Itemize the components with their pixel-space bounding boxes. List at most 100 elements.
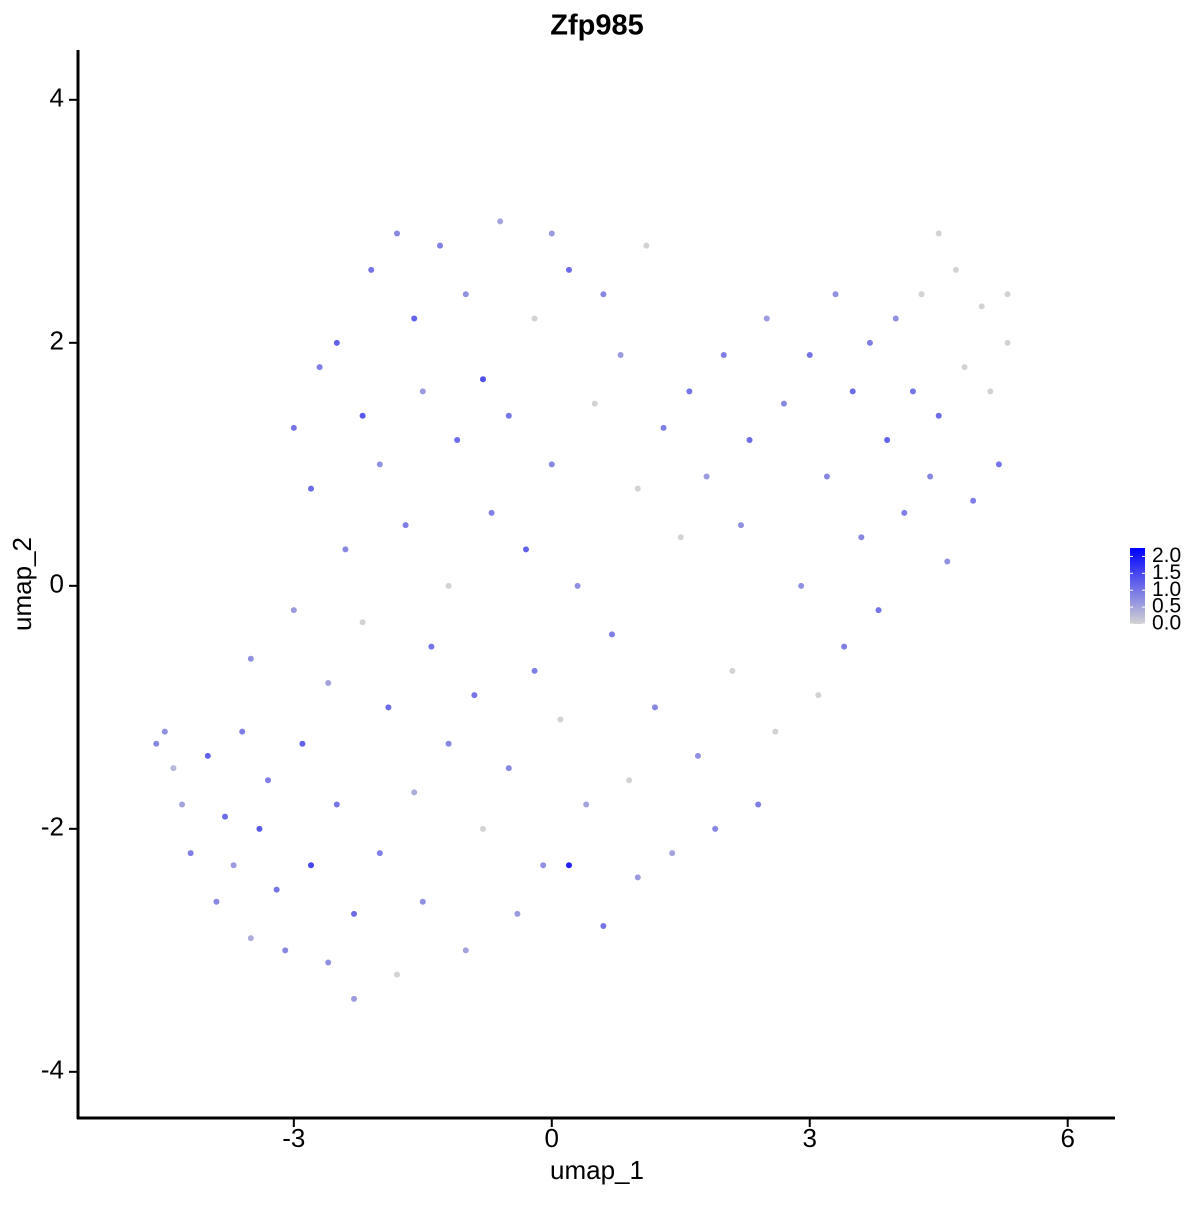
colorbar xyxy=(1130,548,1145,624)
cell-point xyxy=(995,461,1002,468)
cell-point xyxy=(927,473,934,480)
y-tick-label: 4 xyxy=(50,83,64,113)
cell-point xyxy=(634,485,641,492)
cell-point xyxy=(712,825,719,832)
cell-point xyxy=(892,315,899,322)
cell-point xyxy=(746,437,753,444)
cell-point xyxy=(497,218,504,225)
cell-point xyxy=(815,692,822,699)
cell-point xyxy=(333,339,340,346)
cell-point xyxy=(419,388,426,395)
cell-point xyxy=(669,850,676,857)
cell-point xyxy=(841,643,848,650)
cell-point xyxy=(755,801,762,808)
cell-point xyxy=(505,765,512,772)
cell-point xyxy=(548,461,555,468)
cell-point xyxy=(540,862,547,869)
cell-point xyxy=(514,910,521,917)
cell-point xyxy=(290,607,297,614)
cell-point xyxy=(239,728,246,735)
cell-point xyxy=(394,230,401,237)
cell-point xyxy=(849,388,856,395)
cell-point xyxy=(608,631,615,638)
cell-point xyxy=(918,291,925,298)
cell-point xyxy=(978,303,985,310)
cell-point xyxy=(952,266,959,273)
colorbar-label: 0.0 xyxy=(1152,612,1181,635)
cell-point xyxy=(565,862,572,869)
colorbar-label: 1.5 xyxy=(1152,561,1181,584)
cell-point xyxy=(471,692,478,699)
cell-point xyxy=(703,473,710,480)
cell-point xyxy=(368,266,375,273)
cell-point xyxy=(935,230,942,237)
cell-point xyxy=(565,266,572,273)
x-tick-label: 0 xyxy=(545,1123,559,1153)
cell-point xyxy=(342,546,349,553)
cell-point xyxy=(970,497,977,504)
cell-point xyxy=(411,789,418,796)
cell-point xyxy=(866,339,873,346)
cell-point xyxy=(479,825,486,832)
colorbar-label: 0.5 xyxy=(1152,595,1181,618)
cell-point xyxy=(961,364,968,371)
cell-point xyxy=(247,655,254,662)
cell-point xyxy=(823,473,830,480)
cell-point xyxy=(153,740,160,747)
cell-point xyxy=(454,437,461,444)
cell-point xyxy=(798,582,805,589)
cell-point xyxy=(222,813,229,820)
cell-point xyxy=(428,643,435,650)
cell-point xyxy=(643,242,650,249)
cell-point xyxy=(686,388,693,395)
cell-point xyxy=(935,412,942,419)
cell-point xyxy=(531,315,538,322)
cell-point xyxy=(445,740,452,747)
cell-point xyxy=(884,437,891,444)
cell-point xyxy=(359,619,366,626)
x-tick-label: 3 xyxy=(803,1123,817,1153)
cell-point xyxy=(1004,339,1011,346)
cell-point xyxy=(634,874,641,881)
cell-point xyxy=(479,376,486,383)
cell-point xyxy=(376,850,383,857)
cell-point xyxy=(531,667,538,674)
cell-point xyxy=(600,291,607,298)
cell-point xyxy=(505,412,512,419)
cell-point xyxy=(445,582,452,589)
cell-point xyxy=(720,351,727,358)
cell-point xyxy=(763,315,770,322)
cell-point xyxy=(376,461,383,468)
cell-point xyxy=(858,534,865,541)
cell-point xyxy=(806,351,813,358)
cell-point xyxy=(737,522,744,529)
cell-point xyxy=(161,728,168,735)
cell-point xyxy=(437,242,444,249)
cell-point xyxy=(282,947,289,954)
cell-point xyxy=(987,388,994,395)
cell-point xyxy=(187,850,194,857)
y-tick-label: 2 xyxy=(50,326,64,356)
cell-point xyxy=(316,364,323,371)
cell-point xyxy=(394,971,401,978)
cell-point xyxy=(901,509,908,516)
cell-point xyxy=(402,522,409,529)
colorbar-label: 1.0 xyxy=(1152,578,1181,601)
cell-point xyxy=(909,388,916,395)
cell-point xyxy=(385,704,392,711)
cell-point xyxy=(359,412,366,419)
cell-point xyxy=(213,898,220,905)
colorbar-label: 2.0 xyxy=(1152,544,1181,567)
cell-point xyxy=(230,862,237,869)
cell-point xyxy=(944,558,951,565)
cell-point xyxy=(557,716,564,723)
cell-point xyxy=(694,752,701,759)
cell-point xyxy=(651,704,658,711)
cell-point xyxy=(677,534,684,541)
cell-point xyxy=(780,400,787,407)
cell-point xyxy=(419,898,426,905)
cell-point xyxy=(308,485,315,492)
cell-point xyxy=(247,935,254,942)
cell-point xyxy=(290,424,297,431)
cell-point xyxy=(273,886,280,893)
